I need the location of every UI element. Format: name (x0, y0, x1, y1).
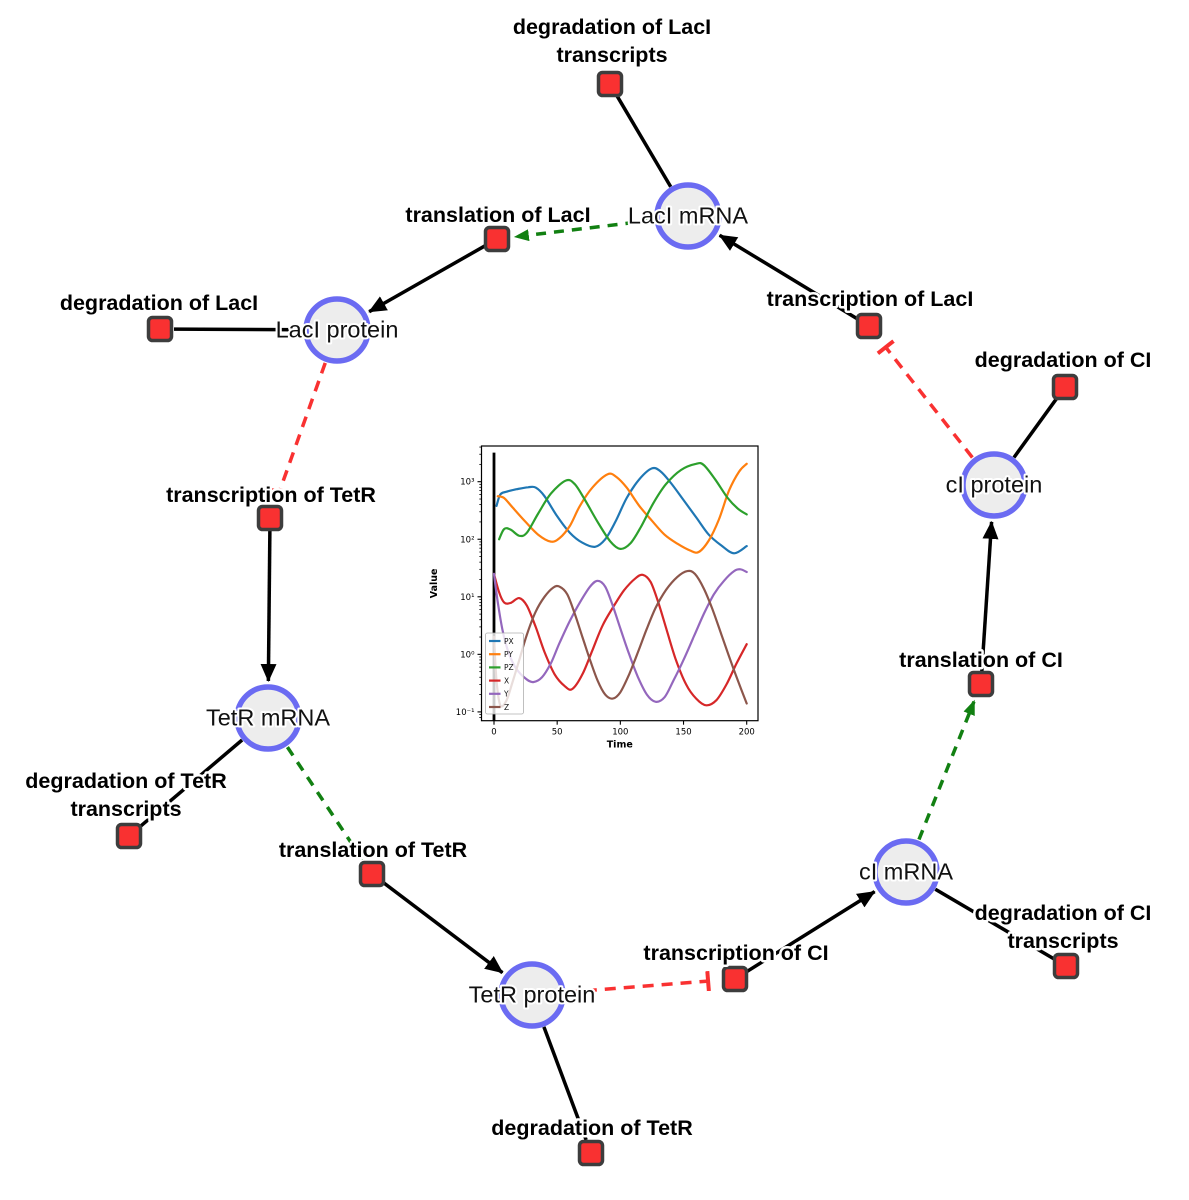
edge-production-translation-ci-to-ci-protein (979, 520, 999, 675)
species-label-tetr-mrna: TetR mRNA (206, 705, 330, 731)
edge-production-translation-tetr-to-tetr-protein (378, 878, 504, 975)
reaction-label-line: transcripts (1007, 929, 1118, 953)
reaction-label-deg-ci-transcripts: degradation of CI transcripts (975, 901, 1152, 953)
reaction-node-translation-laci[interactable] (483, 225, 511, 253)
edge-consumption-tetr-protein-to-deg-tetr (542, 1026, 588, 1141)
reaction-label-line: degradation of LacI (60, 291, 258, 315)
edge-production-transcription-laci-to-laci-mrna (718, 233, 862, 323)
y-tick-label: 10² (460, 535, 474, 545)
reaction-label-translation-tetr: translation of TetR (279, 838, 468, 862)
chart-series-PY (496, 462, 748, 554)
species-node-laci-protein[interactable] (303, 296, 371, 364)
reaction-label-translation-laci: translation of LacI (405, 203, 590, 227)
edge-production-translation-laci-to-laci-protein (368, 242, 490, 314)
reaction-node-transcription-laci[interactable] (855, 312, 883, 340)
reaction-label-transcription-laci: transcription of LacI (767, 287, 974, 311)
legend-label-Z: Z (504, 703, 509, 712)
reaction-label-line: transcripts (70, 797, 181, 821)
reaction-label-line: translation of CI (899, 648, 1063, 672)
reaction-label-deg-ci: degradation of CI (975, 348, 1152, 372)
reaction-label-translation-ci: translation of CI (899, 648, 1063, 672)
y-tick-label: 10⁰ (460, 650, 475, 660)
reaction-node-deg-ci-transcripts[interactable] (1052, 952, 1080, 980)
x-axis-label: Time (607, 740, 633, 751)
reaction-label-deg-tetr: degradation of TetR (491, 1116, 693, 1140)
legend-label-PX: PX (504, 637, 514, 646)
reaction-label-line: degradation of TetR (491, 1116, 693, 1140)
reaction-node-transcription-tetr[interactable] (256, 504, 284, 532)
x-tick-label: 150 (675, 728, 691, 738)
reaction-node-translation-tetr[interactable] (358, 860, 386, 888)
species-label-laci-protein: LacI protein (276, 317, 399, 343)
edge-production-transcription-tetr-to-tetr-mrna (260, 527, 277, 683)
species-label-ci-mrna: cI mRNA (859, 859, 953, 885)
edges-layer (138, 95, 1059, 1141)
reaction-label-line: transcription of LacI (767, 287, 974, 311)
edge-inhibition-ci-protein-to-transcription-laci (876, 339, 974, 459)
chart-plot-area (480, 445, 759, 722)
reaction-node-transcription-ci[interactable] (721, 965, 749, 993)
edge-modifier-laci-mrna-to-translation-laci (513, 218, 654, 242)
y-axis-label: Value (429, 568, 440, 598)
legend-label-PY: PY (504, 650, 513, 659)
species-node-tetr-protein[interactable] (498, 961, 566, 1029)
reaction-label-line: transcripts (556, 43, 667, 67)
reaction-node-translation-ci[interactable] (967, 670, 995, 698)
species-label-tetr-protein: TetR protein (469, 982, 596, 1008)
chart-series-PX (495, 466, 748, 555)
chart-series-X (492, 572, 748, 707)
species-node-ci-protein[interactable] (960, 451, 1028, 519)
x-tick-label: 50 (552, 728, 563, 738)
edge-consumption-laci-protein-to-deg-laci (173, 327, 304, 332)
x-tick-label: 200 (739, 728, 755, 738)
x-tick-label: 100 (612, 728, 628, 738)
legend-label-X: X (504, 676, 509, 685)
species-node-laci-mrna[interactable] (654, 182, 722, 250)
reaction-label-deg-laci: degradation of LacI (60, 291, 258, 315)
y-tick-label: 10³ (460, 478, 474, 488)
edge-production-transcription-ci-to-ci-mrna (742, 890, 876, 976)
edge-modifier-ci-mrna-to-translation-ci (917, 699, 976, 841)
legend-label-PZ: PZ (504, 663, 514, 672)
species-node-tetr-mrna[interactable] (234, 684, 302, 752)
species-label-ci-protein: cI protein (946, 472, 1043, 498)
y-tick-label: 10¹ (460, 593, 474, 603)
reaction-label-transcription-ci: transcription of CI (643, 941, 828, 965)
edge-modifier-tetr-mrna-to-translation-tetr (285, 746, 363, 860)
reaction-label-line: transcription of CI (643, 941, 828, 965)
chart-series-Y (492, 568, 748, 703)
edge-inhibition-laci-protein-to-transcription-tetr (268, 362, 327, 498)
reaction-label-line: translation of TetR (279, 838, 468, 862)
reaction-label-transcription-tetr: transcription of TetR (166, 483, 376, 507)
reaction-node-deg-tetr-transcripts[interactable] (115, 822, 143, 850)
species-node-ci-mrna[interactable] (872, 838, 940, 906)
reaction-label-line: transcription of TetR (166, 483, 376, 507)
nodes-layer (115, 70, 1080, 1167)
edge-consumption-ci-mrna-to-deg-ci-transcripts (934, 887, 1055, 961)
reaction-label-deg-laci-transcripts: degradation of LacI transcripts (513, 15, 711, 67)
reaction-node-deg-tetr[interactable] (577, 1139, 605, 1167)
reaction-node-deg-laci-transcripts[interactable] (596, 70, 624, 98)
reaction-label-line: translation of LacI (405, 203, 590, 227)
legend-label-Y: Y (503, 690, 509, 699)
reaction-node-deg-laci[interactable] (146, 315, 174, 343)
reaction-node-deg-ci[interactable] (1051, 373, 1079, 401)
reaction-label-line: degradation of TetR (25, 769, 227, 793)
reaction-label-deg-tetr-transcripts: degradation of TetR transcripts (25, 769, 227, 821)
x-tick-label: 0 (491, 728, 496, 738)
edge-inhibition-tetr-protein-to-transcription-ci (566, 970, 711, 994)
species-label-laci-mrna: LacI mRNA (628, 203, 748, 229)
reaction-label-line: degradation of CI (975, 901, 1152, 925)
y-tick-label: 10⁻¹ (456, 708, 475, 718)
chart-inset: 10⁻¹ 10⁰ 10¹ 10² 10³ 0 50 100 150 200 Time Value PX P… (429, 445, 759, 751)
reaction-label-line: degradation of LacI (513, 15, 711, 39)
edge-consumption-ci-protein-to-deg-ci (1012, 397, 1059, 459)
edge-consumption-laci-mrna-to-deg-laci-transcripts (615, 95, 673, 188)
reaction-label-line: degradation of CI (975, 348, 1152, 372)
chart-series-PZ (498, 461, 748, 551)
edge-consumption-tetr-mrna-to-deg-tetr-transcripts (138, 738, 244, 829)
labels-layer: degradation of LacI transcripts translatio… (23, 13, 1154, 1143)
